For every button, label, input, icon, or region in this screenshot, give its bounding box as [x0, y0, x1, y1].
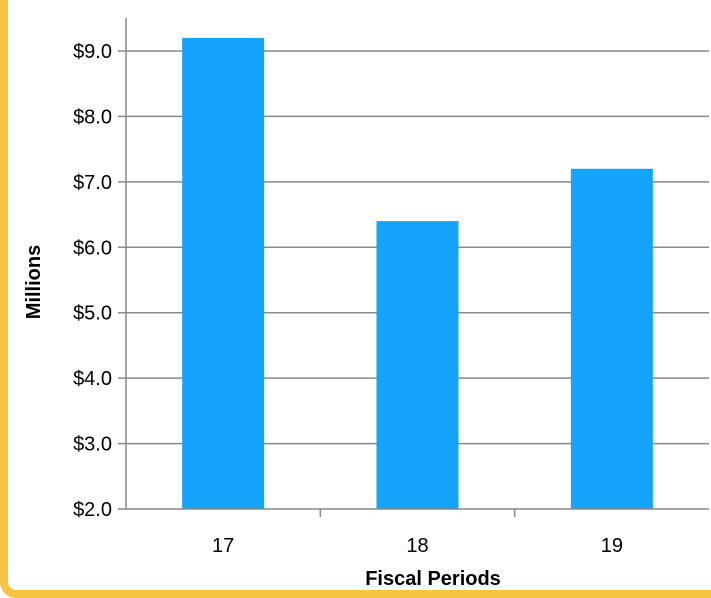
- y-tick-label: $8.0: [73, 106, 112, 128]
- y-tick-label: $4.0: [73, 368, 112, 390]
- x-tick-label: 18: [406, 535, 428, 557]
- y-axis-title: Millions: [23, 245, 45, 319]
- y-tick-label: $5.0: [73, 303, 112, 325]
- x-tick-labels: 17 18 19: [212, 535, 623, 557]
- x-tick-label: 19: [601, 535, 623, 557]
- bar-19: [570, 168, 653, 509]
- y-tick-label: $7.0: [73, 172, 112, 194]
- axes: [118, 18, 709, 517]
- y-tick-label: $9.0: [73, 41, 112, 63]
- y-tick-labels: $2.0 $3.0 $4.0 $5.0 $6.0 $7.0 $8.0 $9.0: [73, 41, 112, 521]
- bar-17: [182, 37, 265, 510]
- x-axis-title: Fiscal Periods: [365, 568, 501, 590]
- y-tick-label: $3.0: [73, 434, 112, 456]
- bars: [182, 37, 653, 510]
- y-tick-label: $6.0: [73, 237, 112, 259]
- bar-18: [376, 221, 459, 509]
- x-tick-label: 17: [212, 535, 234, 557]
- y-tick-label: $2.0: [73, 499, 112, 521]
